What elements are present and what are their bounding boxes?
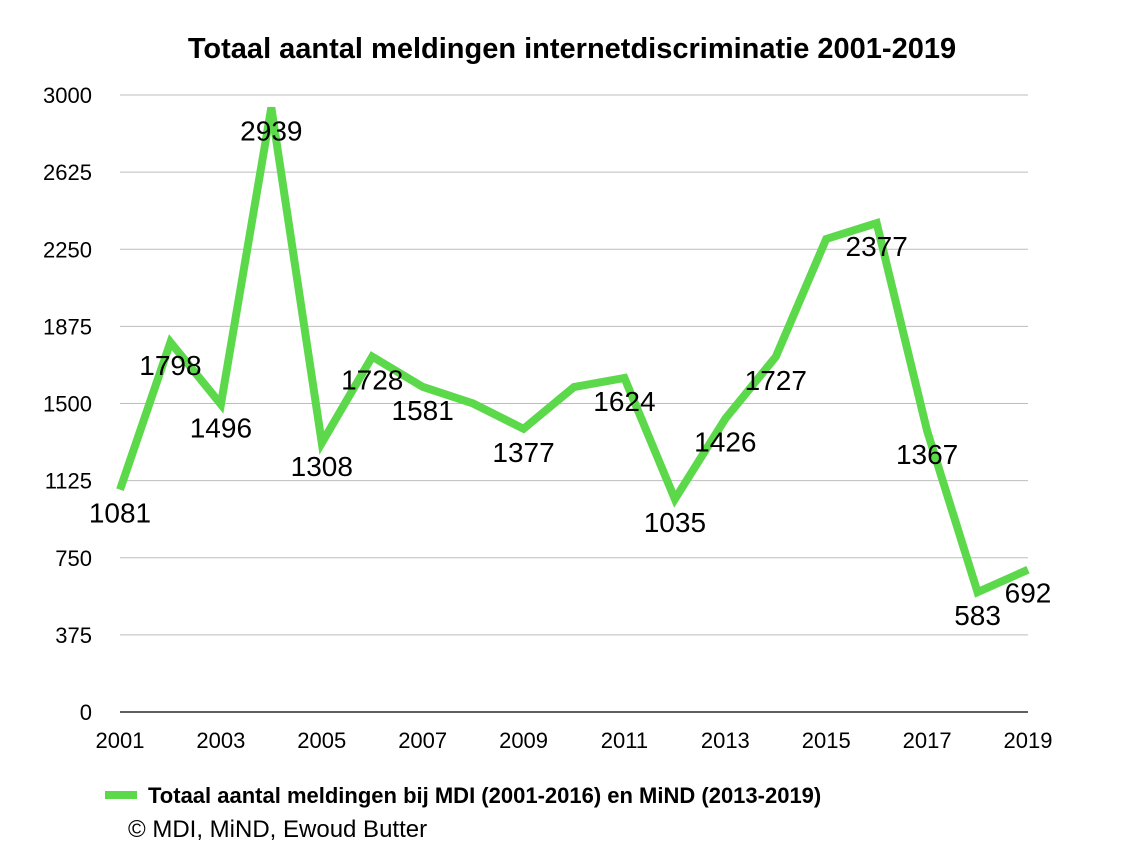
credit-text: © MDI, MiND, Ewoud Butter <box>128 816 428 843</box>
x-axis: 2001 2003 2005 2007 2009 2011 2013 2015 2017 2019 <box>96 728 1053 753</box>
data-label: 1308 <box>291 451 353 482</box>
x-tick-label: 2003 <box>196 728 245 753</box>
y-tick-label: 1875 <box>43 314 92 339</box>
y-tick-label: 375 <box>55 623 92 648</box>
series-layer <box>116 106 1030 598</box>
grid-lines <box>120 94 1028 713</box>
x-tick-label: 2009 <box>499 728 548 753</box>
y-tick-label: 2625 <box>43 160 92 185</box>
data-label: 1035 <box>644 507 706 538</box>
y-tick-label: 3000 <box>43 83 92 108</box>
data-label: 1624 <box>593 386 655 417</box>
data-label: 1798 <box>139 350 201 381</box>
chart-title: Totaal aantal meldingen internetdiscrimi… <box>188 33 956 65</box>
data-label: 1426 <box>694 427 756 458</box>
data-label: 583 <box>954 600 1001 631</box>
y-tick-label: 1500 <box>43 392 92 417</box>
data-label: 692 <box>1005 578 1052 609</box>
x-tick-label: 2011 <box>601 728 648 753</box>
data-label: 1728 <box>341 365 403 396</box>
data-label: 1727 <box>745 365 807 396</box>
y-tick-label: 1125 <box>45 469 92 494</box>
data-label: 1081 <box>89 498 151 529</box>
x-tick-label: 2001 <box>96 728 145 753</box>
data-label: 1367 <box>896 439 958 470</box>
x-tick-label: 2007 <box>398 728 447 753</box>
data-label: 1496 <box>190 412 252 443</box>
y-axis: 0 375 750 1125 1500 1875 2250 2625 3000 <box>43 83 92 725</box>
y-tick-label: 0 <box>80 700 92 725</box>
x-tick-label: 2017 <box>903 728 952 753</box>
y-tick-label: 2250 <box>43 237 92 262</box>
x-tick-label: 2019 <box>1004 728 1053 753</box>
data-label: 2377 <box>846 231 908 262</box>
x-tick-label: 2015 <box>802 728 851 753</box>
legend: Totaal aantal meldingen bij MDI (2001-20… <box>105 783 821 808</box>
data-label: 2939 <box>240 116 302 147</box>
series-line <box>116 106 1030 598</box>
x-tick-label: 2013 <box>701 728 750 753</box>
data-label: 1581 <box>392 395 454 426</box>
y-tick-label: 750 <box>55 546 92 571</box>
x-tick-label: 2005 <box>297 728 346 753</box>
data-label: 1377 <box>492 437 554 468</box>
legend-label: Totaal aantal meldingen bij MDI (2001-20… <box>148 783 821 808</box>
